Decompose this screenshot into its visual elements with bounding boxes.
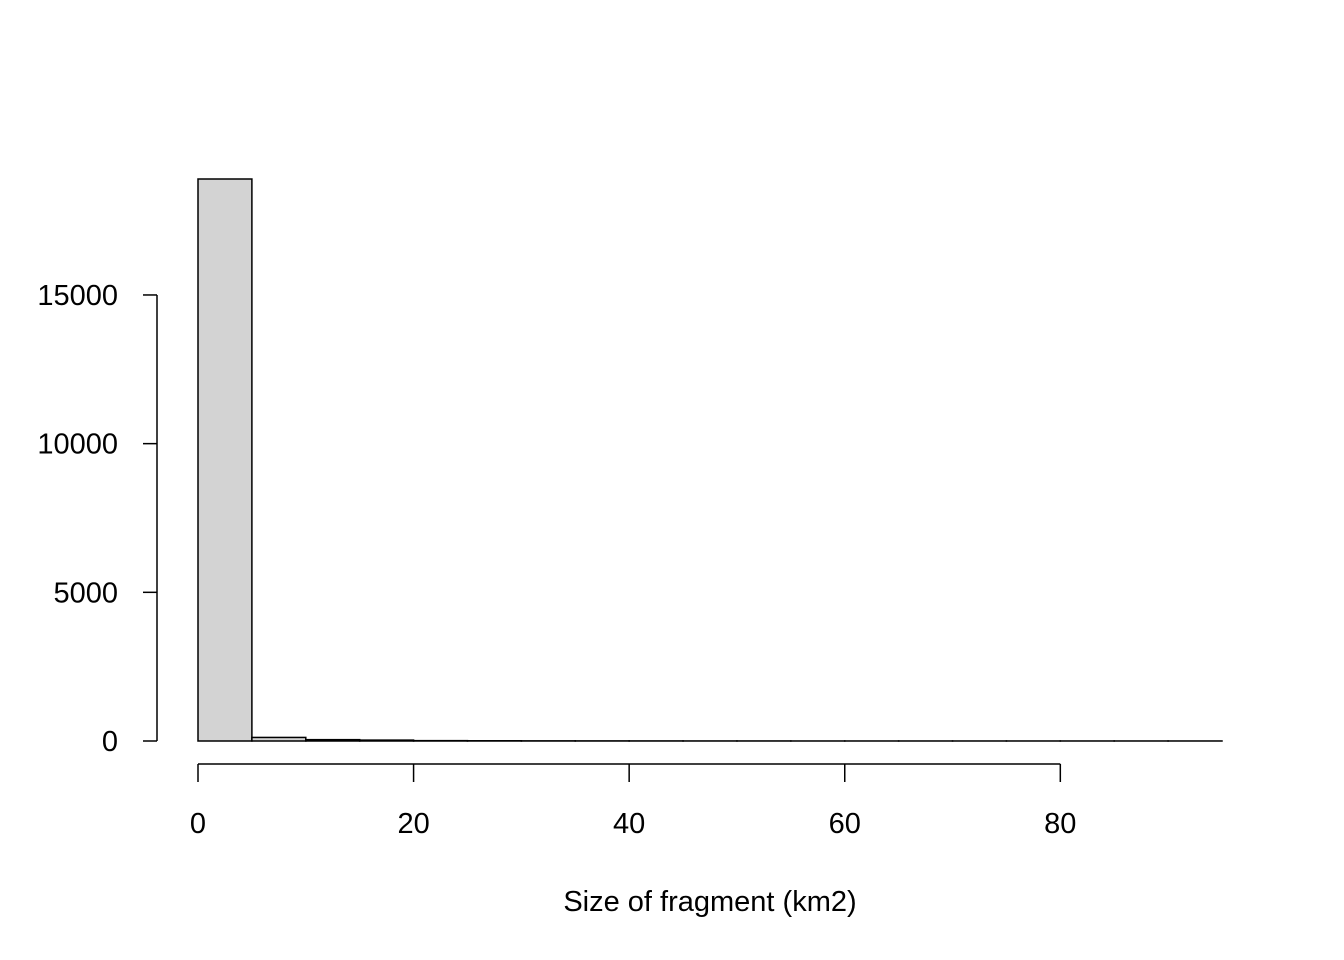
x-tick-label: 0 (190, 808, 206, 840)
histogram-bar (305, 738, 361, 742)
x-tick-label: 40 (613, 808, 645, 840)
histogram-bars (197, 178, 1223, 742)
y-axis: 0 5000 10000 15000 (37, 280, 158, 758)
y-tick-label: 15000 (37, 280, 118, 312)
y-tick-label: 0 (102, 726, 118, 758)
x-axis-title: Size of fragment (km2) (563, 886, 856, 918)
x-tick-label: 60 (829, 808, 861, 840)
x-tick-label: 20 (397, 808, 429, 840)
histogram-bar (251, 736, 307, 742)
histogram-bar (358, 739, 415, 742)
y-tick-label: 5000 (53, 577, 118, 609)
y-tick-label: 10000 (37, 429, 118, 461)
x-axis: 0 20 40 60 80 (190, 763, 1076, 840)
x-tick-label: 80 (1044, 808, 1076, 840)
histogram-bar (197, 178, 253, 742)
